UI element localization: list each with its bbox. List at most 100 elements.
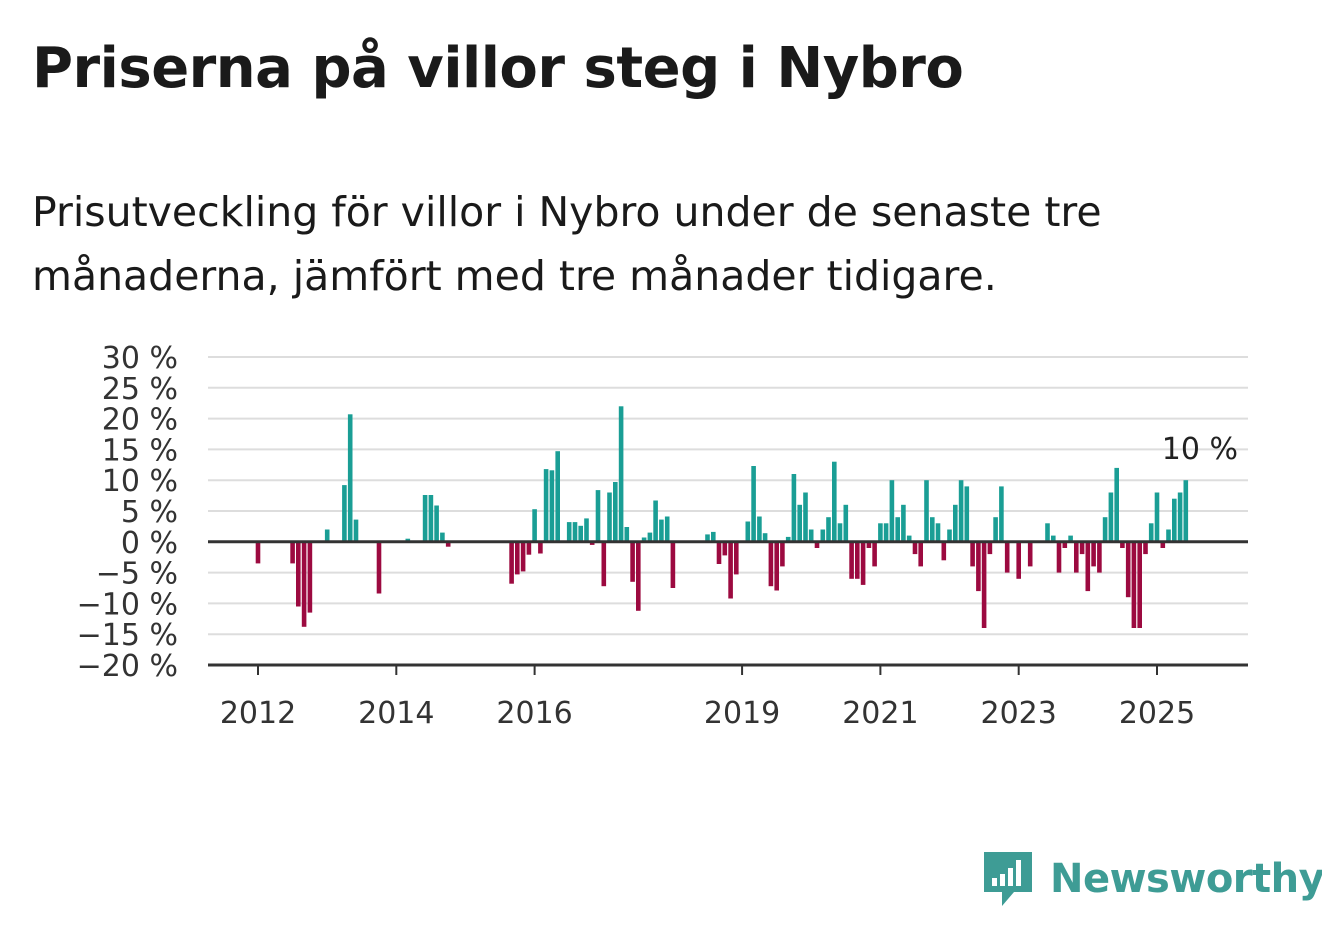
bar: [1045, 523, 1050, 542]
bar: [803, 492, 808, 542]
bar: [440, 532, 445, 542]
bar: [1160, 541, 1166, 548]
bar: [347, 414, 353, 542]
bar: [1166, 529, 1171, 542]
y-tick-label: 0 %: [121, 526, 178, 561]
bar: [762, 533, 768, 542]
bar: [434, 505, 439, 542]
bar: [1172, 498, 1177, 542]
bar: [1183, 480, 1189, 542]
bar: [422, 495, 428, 542]
bar: [722, 541, 728, 556]
bar: [734, 541, 739, 575]
x-tick-label: 2021: [842, 696, 918, 731]
y-axis-labels: 30 %25 %20 %15 %10 %5 %0 %−5 %−10 %−15 %…: [77, 341, 178, 684]
bar: [445, 541, 451, 547]
x-tick-label: 2025: [1119, 696, 1195, 731]
y-tick-label: −15 %: [77, 618, 178, 653]
bar: [1016, 541, 1021, 579]
bar: [797, 504, 802, 542]
bar: [705, 534, 710, 542]
y-tick-label: 15 %: [102, 433, 178, 468]
bar: [613, 482, 618, 542]
bar: [774, 541, 779, 591]
bar: [1056, 541, 1062, 573]
bar: [1062, 541, 1068, 548]
bar: [808, 529, 814, 542]
y-tick-label: 10 %: [102, 464, 178, 499]
bar: [768, 541, 774, 587]
bar: [1074, 541, 1079, 573]
bar: [653, 500, 658, 542]
bar: [670, 541, 676, 588]
bar: [607, 492, 612, 542]
bar: [255, 541, 261, 564]
bar: [711, 531, 716, 542]
bar: [353, 519, 359, 542]
bar: [342, 485, 347, 542]
bar: [751, 466, 756, 542]
axes: [208, 540, 1248, 675]
y-tick-label: −10 %: [77, 587, 178, 622]
bar: [976, 541, 981, 592]
bar: [993, 517, 998, 542]
bar: [520, 541, 526, 572]
bar: [1102, 517, 1108, 542]
y-tick-label: −5 %: [96, 557, 178, 592]
bar: [630, 541, 635, 582]
bar: [428, 495, 434, 542]
bar: [820, 529, 826, 542]
brand: Newsworthy: [980, 848, 1322, 910]
bar: [947, 529, 952, 542]
bar: [860, 541, 866, 585]
bar: [889, 480, 895, 542]
bar: [757, 516, 762, 542]
bar: [1154, 492, 1160, 542]
bar-chart: 30 %25 %20 %15 %10 %5 %0 %−5 %−10 %−15 %…: [77, 341, 1248, 731]
bar: [543, 469, 549, 542]
bar: [901, 504, 906, 542]
bar: [589, 541, 595, 545]
bar: [290, 541, 295, 564]
bar: [958, 480, 964, 542]
bar: [941, 541, 947, 561]
bar: [584, 518, 589, 542]
bar: [664, 516, 670, 542]
bar: [716, 541, 722, 564]
y-tick-label: 5 %: [121, 495, 178, 530]
bar: [981, 541, 987, 628]
bar: [1004, 541, 1010, 573]
bar: [791, 474, 797, 542]
bars: [255, 406, 1189, 628]
bar: [987, 541, 993, 555]
bar: [1091, 541, 1096, 567]
bar: [301, 541, 307, 627]
bar: [601, 541, 607, 587]
x-tick-label: 2016: [496, 696, 572, 731]
bar: [1125, 541, 1131, 598]
bar: [855, 541, 860, 579]
bar: [849, 541, 854, 579]
bar: [641, 537, 647, 542]
bar: [832, 461, 837, 542]
bar: [509, 541, 514, 584]
y-tick-label: −20 %: [77, 649, 178, 684]
bar: [814, 541, 820, 548]
bar: [555, 451, 560, 542]
bar: [826, 517, 831, 542]
bar: [307, 541, 313, 613]
bar: [566, 522, 572, 542]
chart-subtitle: Prisutveckling för villor i Nybro under …: [32, 188, 1102, 300]
bar: [728, 541, 733, 599]
bar: [636, 541, 641, 611]
x-axis-labels: 2012 2014 2016 2019 2021 2023 2025: [220, 696, 1195, 731]
bar: [970, 541, 975, 567]
bar: [1051, 535, 1056, 542]
bar: [843, 504, 849, 542]
bar: [785, 536, 791, 542]
bar: [659, 519, 664, 542]
bar: [405, 538, 411, 542]
bar: [883, 523, 889, 542]
bar: [515, 541, 520, 575]
chart-title: Priserna på villor steg i Nybro: [32, 36, 964, 101]
